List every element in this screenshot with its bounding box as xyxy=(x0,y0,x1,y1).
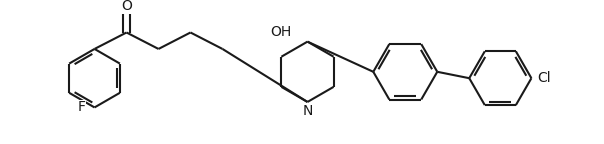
Text: OH: OH xyxy=(270,25,291,39)
Text: O: O xyxy=(121,0,132,13)
Text: Cl: Cl xyxy=(537,71,550,85)
Text: N: N xyxy=(302,104,313,118)
Text: F: F xyxy=(77,101,85,114)
